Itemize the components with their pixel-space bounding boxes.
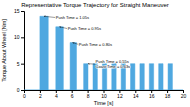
y-tick-label: 15 [14,8,20,14]
annotation-arrow [60,27,68,29]
y-tick-label: 0 [17,87,20,93]
x-tick: 2 [39,90,42,99]
plot-area [24,16,183,90]
annotation: Push Time = 0.95s [68,26,101,31]
title: Representative Torque Trajectory for Str… [21,2,169,8]
y-axis: 0 5 10 15 [14,8,25,93]
x-tick-label: 14 [133,93,139,99]
x-tick: 20 [181,90,187,99]
y-tick-mark [21,37,24,38]
x-axis-title: Time [s] [94,100,114,106]
y-tick: 15 [14,8,24,14]
x-tick: 18 [165,90,171,99]
x-tick-label: 0 [23,93,26,99]
x-tick-label: 20 [181,93,187,99]
y-tick-mark [21,64,24,65]
x-tick-label: 18 [165,93,171,99]
annotation: Push Time = 1.05s [56,15,89,20]
x-tick-label: 2 [39,93,42,99]
annotation: Push Time = 0.55sCoast Time = 0.63s [96,59,131,69]
y-tick: 0 [17,87,24,93]
x-tick: 10 [101,90,107,99]
y-tick-label: 5 [17,61,20,67]
x-tick: 12 [117,90,123,99]
x-tick: 4 [55,90,58,99]
x-tick-label: 6 [71,93,74,99]
y-tick-mark [21,11,24,12]
annotation-arrow [88,63,95,65]
annotation-line: Push Time = 0.80s [79,42,112,47]
y-axis-line [21,12,25,91]
y-axis-title: Torque About Wheel [Nm] [1,19,7,82]
x-tick: 14 [133,90,139,99]
y-tick: 5 [17,61,24,67]
x-tick-label: 10 [101,93,107,99]
x-tick: 8 [87,90,90,99]
x-tick: 16 [149,90,155,99]
x-tick-label: 8 [87,93,90,99]
chart: 0 2 4 6 8 10 12 14 16 18 20 0 5 10 15Representative To… [0,0,190,107]
x-tick-label: 4 [55,93,58,99]
y-tick: 10 [14,34,24,40]
x-tick-label: 12 [117,93,123,99]
annotation-arrow [73,43,79,45]
annotation-line: Push Time = 1.05s [56,15,89,20]
annotation: Push Time = 0.80s [79,42,112,47]
annotation-line: Coast Time = 0.63s [96,64,131,69]
x-tick: 6 [71,90,74,99]
x-tick-label: 16 [149,93,155,99]
x-axis: 0 2 4 6 8 10 12 14 16 18 20 [23,90,186,99]
y-tick-mark [21,90,24,91]
x-tick: 0 [23,90,26,99]
annotation-line: Push Time = 0.95s [68,26,101,31]
torque-area [24,16,183,90]
y-tick-label: 10 [14,34,20,40]
annotations: Push Time = 1.05s Push Time = 0.95s Push T… [44,15,130,69]
annotation-arrow [44,16,55,17]
